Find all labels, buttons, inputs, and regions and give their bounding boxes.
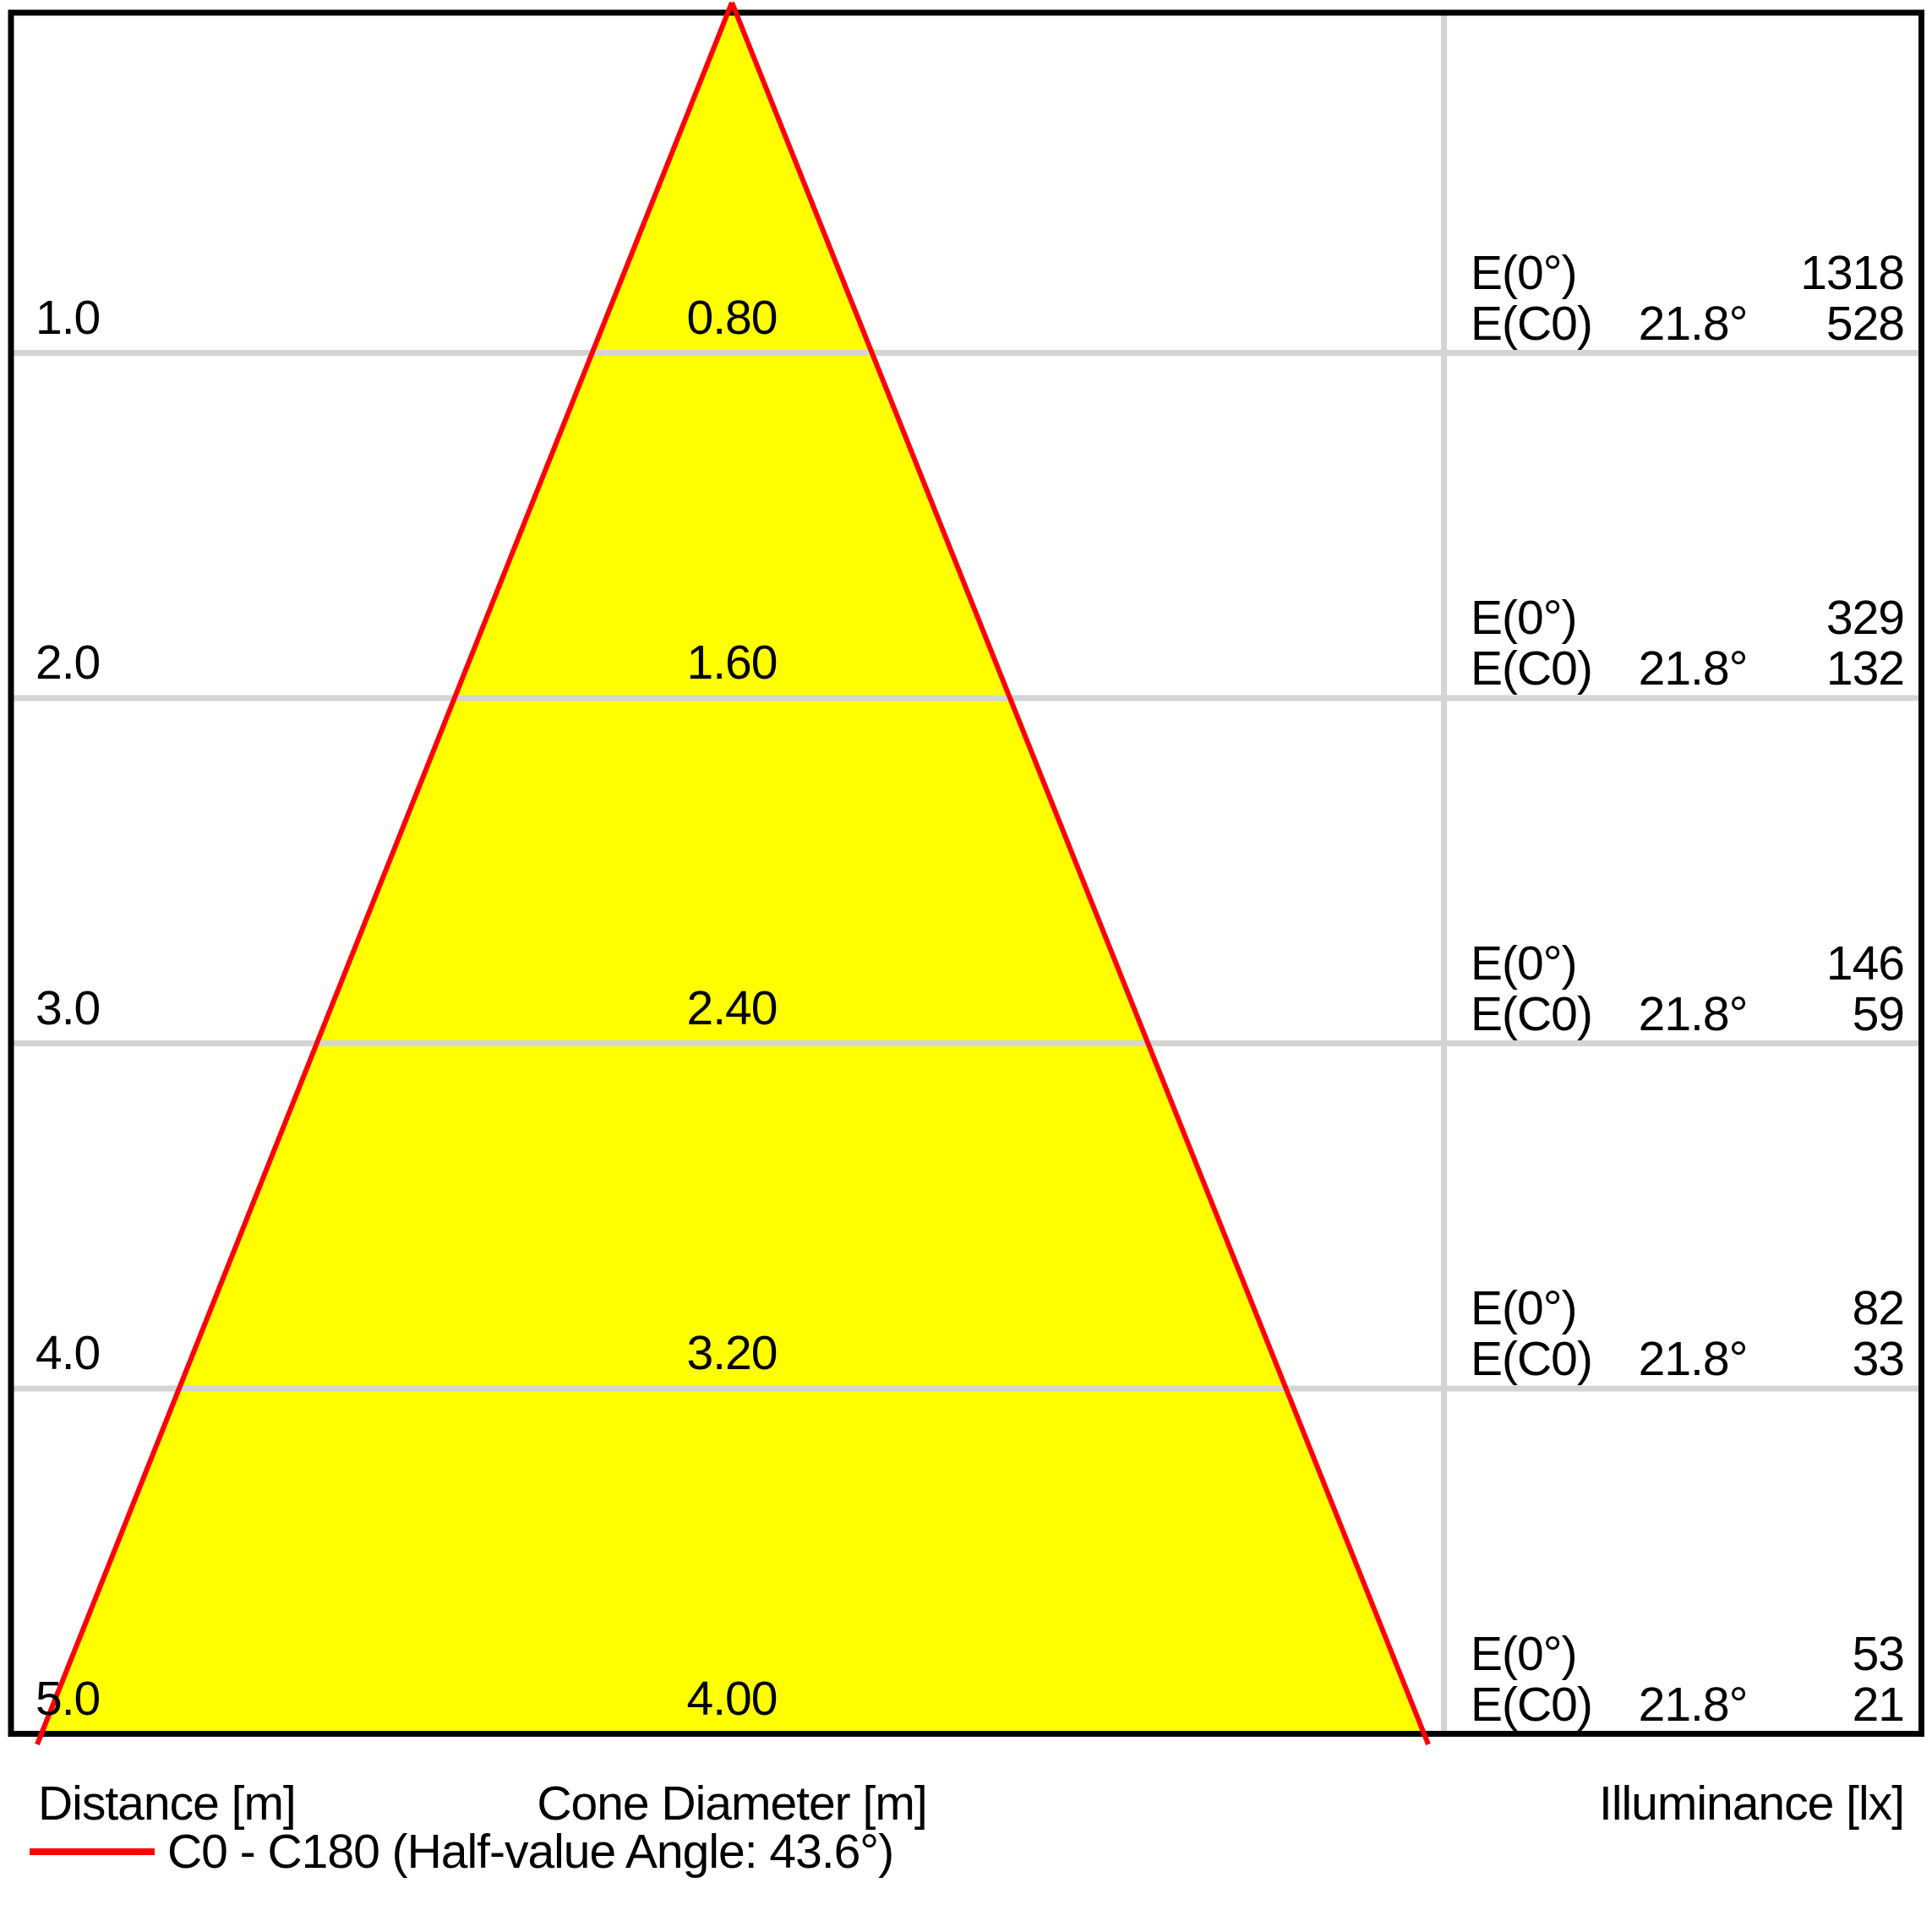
ec0-label: E(C0) [1471, 1332, 1593, 1386]
e0-label: E(0°) [1471, 1281, 1577, 1335]
cone-diameter-value: 4.00 [686, 1671, 778, 1726]
ec0-value: 528 [1826, 296, 1905, 351]
illuminance-axis-label: Illuminance [lx] [1599, 1776, 1905, 1831]
distance-value: 5.0 [35, 1671, 101, 1726]
legend-label: C0 - C180 (Half-value Angle: 43.6°) [167, 1825, 894, 1879]
cone-diameter-value: 1.60 [686, 636, 778, 690]
cone-diameter-value: 2.40 [686, 980, 778, 1035]
distance-value: 4.0 [35, 1326, 101, 1380]
e0-value: 53 [1852, 1626, 1905, 1681]
ec0-angle: 21.8° [1638, 641, 1749, 696]
cone-edge-left-line [35, 1, 734, 1746]
ec0-angle: 21.8° [1638, 986, 1749, 1041]
e0-label: E(0°) [1471, 1626, 1577, 1681]
legend-line-swatch [30, 1848, 155, 1855]
ec0-value: 33 [1852, 1332, 1905, 1386]
ec0-value: 59 [1852, 986, 1905, 1041]
distance-value: 3.0 [35, 980, 101, 1035]
e0-value: 82 [1852, 1281, 1905, 1335]
e0-label: E(0°) [1471, 591, 1577, 645]
ec0-label: E(C0) [1471, 1677, 1593, 1732]
ec0-label: E(C0) [1471, 986, 1593, 1041]
ec0-label: E(C0) [1471, 296, 1593, 351]
distance-value: 2.0 [35, 636, 101, 690]
distance-value: 1.0 [35, 290, 101, 345]
cone-edge-right-line [729, 1, 1431, 1746]
e0-value: 329 [1826, 591, 1905, 645]
e0-label: E(0°) [1471, 936, 1577, 991]
outer-border [8, 9, 1924, 1737]
e0-label: E(0°) [1471, 245, 1577, 300]
ec0-value: 132 [1826, 641, 1905, 696]
cone-diameter-value: 0.80 [686, 290, 778, 345]
e0-value: 1318 [1800, 245, 1905, 300]
ec0-value: 21 [1852, 1677, 1905, 1732]
distance-axis-label: Distance [m] [38, 1776, 297, 1831]
ec0-angle: 21.8° [1638, 1677, 1749, 1732]
cone-diameter-value: 3.20 [686, 1326, 778, 1380]
ec0-angle: 21.8° [1638, 1332, 1749, 1386]
ec0-label: E(C0) [1471, 641, 1593, 696]
ec0-angle: 21.8° [1638, 296, 1749, 351]
e0-value: 146 [1826, 936, 1905, 991]
light-cone-polygon [41, 5, 1425, 1734]
cone-diameter-axis-label: Cone Diameter [m] [537, 1776, 927, 1831]
